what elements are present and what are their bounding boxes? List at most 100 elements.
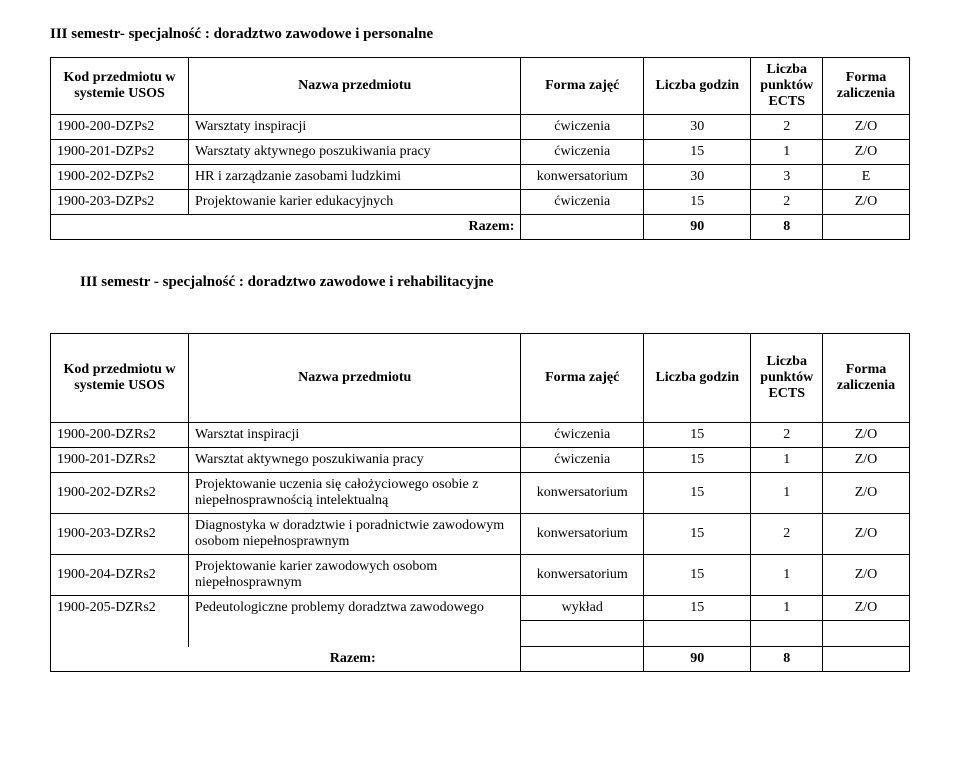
cell-name: Warsztat inspiracji (189, 423, 521, 448)
cell-ects: 2 (751, 190, 823, 215)
cell-hours: 30 (644, 115, 751, 140)
th-form: Forma zajęć (521, 334, 644, 423)
cell-code: 1900-202-DZRs2 (51, 473, 189, 514)
cell-ects: 2 (751, 423, 823, 448)
cell-pass: E (823, 165, 910, 190)
cell-name: Warsztaty inspiracji (189, 115, 521, 140)
cell-hours: 15 (644, 514, 751, 555)
cell-ects: 2 (751, 115, 823, 140)
table-row: 1900-201-DZRs2 Warsztat aktywnego poszuk… (51, 448, 910, 473)
cell-code: 1900-202-DZPs2 (51, 165, 189, 190)
section2-title: III semestr - specjalność : doradztwo za… (80, 274, 910, 291)
th-code: Kod przedmiotu w systemie USOS (51, 58, 189, 115)
cell-form: wykład (521, 596, 644, 621)
cell-form: konwersatorium (521, 165, 644, 190)
cell-pass: Z/O (823, 140, 910, 165)
cell-pass: Z/O (823, 190, 910, 215)
total-hours: 90 (644, 647, 751, 672)
cell-name: Warsztaty aktywnego poszukiwania pracy (189, 140, 521, 165)
total-hours: 90 (644, 215, 751, 240)
cell-name: Warsztat aktywnego poszukiwania pracy (189, 448, 521, 473)
table-spacer-row (51, 621, 910, 647)
cell-form: ćwiczenia (521, 190, 644, 215)
th-pass: Forma zaliczenia (823, 334, 910, 423)
th-name: Nazwa przedmiotu (189, 334, 521, 423)
cell-form: ćwiczenia (521, 115, 644, 140)
table-row: 1900-203-DZRs2 Diagnostyka w doradztwie … (51, 514, 910, 555)
cell-name: HR i zarządzanie zasobami ludzkimi (189, 165, 521, 190)
cell-pass: Z/O (823, 514, 910, 555)
cell-hours: 15 (644, 423, 751, 448)
table-total-row: Razem: 90 8 (51, 647, 910, 672)
cell-code: 1900-200-DZRs2 (51, 423, 189, 448)
cell-form: ćwiczenia (521, 448, 644, 473)
total-label: Razem: (51, 647, 521, 672)
cell-pass: Z/O (823, 555, 910, 596)
cell-ects: 2 (751, 514, 823, 555)
cell-form: konwersatorium (521, 514, 644, 555)
cell-ects: 1 (751, 448, 823, 473)
cell-hours: 15 (644, 555, 751, 596)
cell-code: 1900-200-DZPs2 (51, 115, 189, 140)
cell-form: konwersatorium (521, 555, 644, 596)
cell-pass: Z/O (823, 115, 910, 140)
cell-ects: 3 (751, 165, 823, 190)
cell-code: 1900-203-DZRs2 (51, 514, 189, 555)
spacer-cell (751, 621, 823, 647)
cell-ects: 1 (751, 555, 823, 596)
section1-title: III semestr- specjalność : doradztwo zaw… (50, 26, 910, 43)
th-pass: Forma zaliczenia (823, 58, 910, 115)
spacer-cell (644, 621, 751, 647)
cell-pass: Z/O (823, 423, 910, 448)
table-row: 1900-204-DZRs2 Projektowanie karier zawo… (51, 555, 910, 596)
total-form (521, 647, 644, 672)
cell-code: 1900-205-DZRs2 (51, 596, 189, 621)
total-pass (823, 215, 910, 240)
th-ects: Liczba punktów ECTS (751, 58, 823, 115)
total-ects: 8 (751, 215, 823, 240)
cell-pass: Z/O (823, 596, 910, 621)
cell-name: Pedeutologiczne problemy doradztwa zawod… (189, 596, 521, 621)
table-header-row: Kod przedmiotu w systemie USOS Nazwa prz… (51, 334, 910, 423)
cell-name: Projektowanie karier zawodowych osobom n… (189, 555, 521, 596)
table-total-row: Razem: 90 8 (51, 215, 910, 240)
th-ects: Liczba punktów ECTS (751, 334, 823, 423)
cell-hours: 15 (644, 448, 751, 473)
section2-table: Kod przedmiotu w systemie USOS Nazwa prz… (50, 333, 910, 672)
spacer-cell (51, 621, 189, 647)
page: III semestr- specjalność : doradztwo zaw… (0, 0, 960, 702)
cell-form: ćwiczenia (521, 423, 644, 448)
table-row: 1900-200-DZPs2 Warsztaty inspiracji ćwic… (51, 115, 910, 140)
table-row: 1900-200-DZRs2 Warsztat inspiracji ćwicz… (51, 423, 910, 448)
cell-name: Diagnostyka w doradztwie i poradnictwie … (189, 514, 521, 555)
cell-ects: 1 (751, 140, 823, 165)
table-row: 1900-202-DZRs2 Projektowanie uczenia się… (51, 473, 910, 514)
total-ects: 8 (751, 647, 823, 672)
th-name: Nazwa przedmiotu (189, 58, 521, 115)
cell-hours: 15 (644, 190, 751, 215)
total-form (521, 215, 644, 240)
table-row: 1900-205-DZRs2 Pedeutologiczne problemy … (51, 596, 910, 621)
cell-ects: 1 (751, 596, 823, 621)
th-hours: Liczba godzin (644, 334, 751, 423)
section1-table: Kod przedmiotu w systemie USOS Nazwa prz… (50, 57, 910, 240)
table-row: 1900-203-DZPs2 Projektowanie karier eduk… (51, 190, 910, 215)
cell-hours: 15 (644, 596, 751, 621)
table-header-row: Kod przedmiotu w systemie USOS Nazwa prz… (51, 58, 910, 115)
cell-pass: Z/O (823, 473, 910, 514)
spacer-cell (823, 621, 910, 647)
th-form: Forma zajęć (521, 58, 644, 115)
th-hours: Liczba godzin (644, 58, 751, 115)
cell-ects: 1 (751, 473, 823, 514)
spacer-cell (189, 621, 521, 647)
cell-hours: 30 (644, 165, 751, 190)
cell-hours: 15 (644, 473, 751, 514)
cell-code: 1900-201-DZPs2 (51, 140, 189, 165)
spacer-cell (521, 621, 644, 647)
table-row: 1900-201-DZPs2 Warsztaty aktywnego poszu… (51, 140, 910, 165)
cell-code: 1900-204-DZRs2 (51, 555, 189, 596)
cell-name: Projektowanie karier edukacyjnych (189, 190, 521, 215)
cell-form: ćwiczenia (521, 140, 644, 165)
cell-pass: Z/O (823, 448, 910, 473)
th-code: Kod przedmiotu w systemie USOS (51, 334, 189, 423)
